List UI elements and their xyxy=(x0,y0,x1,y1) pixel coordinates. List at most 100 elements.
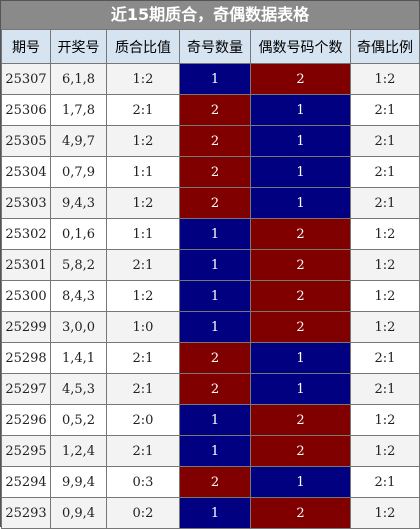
cell-odd-count: 1 xyxy=(179,63,251,95)
table-row: 25302 0,1,6 1:1 1 2 1:2 xyxy=(1,218,420,250)
cell-even-count: 1 xyxy=(250,125,351,157)
table-row: 25304 0,7,9 1:1 2 1 2:1 xyxy=(1,156,420,188)
cell-prime-ratio: 2:1 xyxy=(106,342,180,374)
header-period: 期号 xyxy=(1,29,51,64)
cell-period: 25299 xyxy=(1,311,51,343)
table-body: 25307 6,1,8 1:2 1 2 1:2 25306 1,7,8 2:1 2 1 2:1 2530… xyxy=(1,63,420,529)
header-numbers: 开奖号 xyxy=(50,29,107,64)
cell-prime-ratio: 2:1 xyxy=(106,435,180,467)
table-row: 25296 0,5,2 2:0 1 2 1:2 xyxy=(1,404,420,436)
cell-even-count: 2 xyxy=(250,218,351,250)
cell-odd-count: 2 xyxy=(179,125,251,157)
cell-prime-ratio: 1:0 xyxy=(106,311,180,343)
cell-odd-even-ratio: 1:2 xyxy=(350,63,420,95)
cell-even-count: 2 xyxy=(250,435,351,467)
cell-period: 25295 xyxy=(1,435,51,467)
cell-even-count: 1 xyxy=(250,156,351,188)
table-row: 25303 9,4,3 1:2 2 1 2:1 xyxy=(1,187,420,219)
cell-odd-count: 1 xyxy=(179,218,251,250)
cell-numbers: 9,4,3 xyxy=(50,187,107,219)
cell-prime-ratio: 1:2 xyxy=(106,280,180,312)
table-row: 25301 5,8,2 2:1 1 2 1:2 xyxy=(1,249,420,281)
cell-prime-ratio: 2:1 xyxy=(106,94,180,126)
header-row: 期号 开奖号 质合比值 奇号数量 偶数号码个数 奇偶比例 xyxy=(1,29,420,64)
cell-numbers: 0,1,6 xyxy=(50,218,107,250)
cell-prime-ratio: 0:2 xyxy=(106,497,180,529)
cell-period: 25296 xyxy=(1,404,51,436)
table-row: 25294 9,9,4 0:3 2 1 2:1 xyxy=(1,466,420,498)
header-odd-even-ratio: 奇偶比例 xyxy=(350,29,420,64)
cell-odd-even-ratio: 1:2 xyxy=(350,311,420,343)
cell-numbers: 1,7,8 xyxy=(50,94,107,126)
cell-odd-even-ratio: 2:1 xyxy=(350,125,420,157)
cell-prime-ratio: 1:2 xyxy=(106,125,180,157)
cell-odd-even-ratio: 1:2 xyxy=(350,218,420,250)
cell-odd-count: 1 xyxy=(179,404,251,436)
cell-odd-count: 1 xyxy=(179,435,251,467)
cell-numbers: 0,7,9 xyxy=(50,156,107,188)
cell-odd-even-ratio: 2:1 xyxy=(350,373,420,405)
cell-even-count: 2 xyxy=(250,497,351,529)
table-row: 25293 0,9,4 0:2 1 2 1:2 xyxy=(1,497,420,529)
cell-odd-even-ratio: 1:2 xyxy=(350,435,420,467)
cell-odd-count: 1 xyxy=(179,311,251,343)
cell-period: 25304 xyxy=(1,156,51,188)
cell-odd-even-ratio: 2:1 xyxy=(350,187,420,219)
cell-even-count: 2 xyxy=(250,404,351,436)
cell-period: 25303 xyxy=(1,187,51,219)
cell-odd-count: 2 xyxy=(179,156,251,188)
cell-odd-count: 2 xyxy=(179,94,251,126)
cell-odd-count: 2 xyxy=(179,466,251,498)
header-odd-count: 奇号数量 xyxy=(179,29,251,64)
cell-numbers: 0,9,4 xyxy=(50,497,107,529)
cell-odd-even-ratio: 1:2 xyxy=(350,404,420,436)
cell-odd-count: 1 xyxy=(179,280,251,312)
cell-prime-ratio: 0:3 xyxy=(106,466,180,498)
cell-period: 25302 xyxy=(1,218,51,250)
cell-numbers: 1,2,4 xyxy=(50,435,107,467)
cell-odd-even-ratio: 2:1 xyxy=(350,156,420,188)
table-row: 25305 4,9,7 1:2 2 1 2:1 xyxy=(1,125,420,157)
cell-odd-even-ratio: 2:1 xyxy=(350,94,420,126)
cell-even-count: 1 xyxy=(250,187,351,219)
table-row: 25307 6,1,8 1:2 1 2 1:2 xyxy=(1,63,420,95)
cell-numbers: 5,8,2 xyxy=(50,249,107,281)
cell-numbers: 6,1,8 xyxy=(50,63,107,95)
table-row: 25306 1,7,8 2:1 2 1 2:1 xyxy=(1,94,420,126)
cell-period: 25294 xyxy=(1,466,51,498)
cell-period: 25301 xyxy=(1,249,51,281)
cell-prime-ratio: 1:1 xyxy=(106,218,180,250)
cell-numbers: 9,9,4 xyxy=(50,466,107,498)
table-row: 25295 1,2,4 2:1 1 2 1:2 xyxy=(1,435,420,467)
table-row: 25297 4,5,3 2:1 2 1 2:1 xyxy=(1,373,420,405)
header-even-count: 偶数号码个数 xyxy=(250,29,351,64)
cell-prime-ratio: 1:2 xyxy=(106,63,180,95)
cell-even-count: 2 xyxy=(250,280,351,312)
table-title: 近15期质合，奇偶数据表格 xyxy=(1,1,419,29)
cell-prime-ratio: 2:1 xyxy=(106,373,180,405)
cell-odd-even-ratio: 2:1 xyxy=(350,466,420,498)
cell-period: 25297 xyxy=(1,373,51,405)
cell-odd-even-ratio: 2:1 xyxy=(350,342,420,374)
cell-period: 25305 xyxy=(1,125,51,157)
cell-prime-ratio: 2:1 xyxy=(106,249,180,281)
cell-numbers: 4,5,3 xyxy=(50,373,107,405)
cell-period: 25300 xyxy=(1,280,51,312)
cell-prime-ratio: 2:0 xyxy=(106,404,180,436)
cell-odd-even-ratio: 1:2 xyxy=(350,280,420,312)
cell-even-count: 2 xyxy=(250,311,351,343)
cell-odd-count: 2 xyxy=(179,187,251,219)
cell-odd-count: 2 xyxy=(179,373,251,405)
cell-odd-even-ratio: 1:2 xyxy=(350,249,420,281)
cell-even-count: 2 xyxy=(250,63,351,95)
cell-odd-even-ratio: 1:2 xyxy=(350,497,420,529)
table-row: 25300 8,4,3 1:2 1 2 1:2 xyxy=(1,280,420,312)
header-prime-ratio: 质合比值 xyxy=(106,29,180,64)
cell-numbers: 0,5,2 xyxy=(50,404,107,436)
cell-period: 25307 xyxy=(1,63,51,95)
cell-numbers: 1,4,1 xyxy=(50,342,107,374)
cell-prime-ratio: 1:2 xyxy=(106,187,180,219)
cell-numbers: 8,4,3 xyxy=(50,280,107,312)
cell-even-count: 2 xyxy=(250,249,351,281)
